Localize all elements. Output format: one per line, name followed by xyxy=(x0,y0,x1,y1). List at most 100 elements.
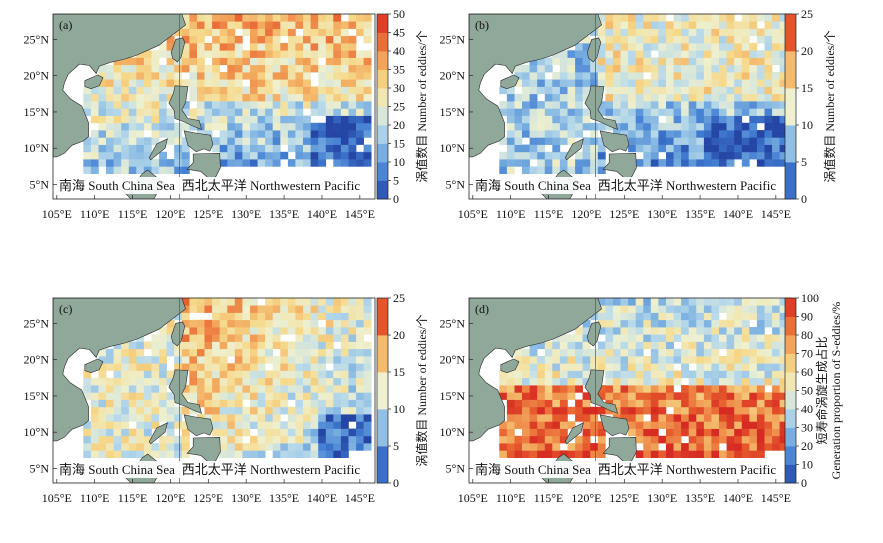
grid-cell xyxy=(506,399,515,408)
grid-cell xyxy=(136,392,145,400)
grid-cell xyxy=(605,392,614,400)
grid-cell xyxy=(197,298,205,306)
grid-cell xyxy=(348,122,357,131)
grid-cell xyxy=(590,406,599,415)
grid-cell xyxy=(628,14,636,22)
grid-cell xyxy=(204,79,213,87)
grid-cell xyxy=(529,399,538,408)
grid-cell xyxy=(666,319,674,328)
grid-cell xyxy=(635,159,644,167)
grid-cell xyxy=(159,385,167,393)
grid-cell xyxy=(726,428,735,437)
grid-cell xyxy=(597,144,606,153)
grid-cell xyxy=(590,151,599,160)
grid-cell xyxy=(756,86,765,95)
grid-cell xyxy=(234,298,243,306)
grid-cell xyxy=(741,93,750,102)
grid-cell xyxy=(749,428,758,437)
grid-cell xyxy=(128,108,137,116)
grid-cell xyxy=(643,370,652,379)
colorbar-tick-label: 10 xyxy=(393,155,405,169)
grid-cell xyxy=(113,137,122,145)
grid-cell xyxy=(242,159,251,167)
grid-cell xyxy=(212,370,220,379)
grid-cell xyxy=(673,130,682,138)
grid-cell xyxy=(628,399,636,408)
grid-cell xyxy=(711,79,720,87)
grid-cell xyxy=(567,370,576,379)
grid-cell xyxy=(128,348,137,357)
grid-cell xyxy=(310,385,319,393)
grid-cell xyxy=(363,341,372,350)
grid-cell xyxy=(552,115,561,124)
grid-cell xyxy=(529,86,538,95)
grid-cell xyxy=(250,86,258,95)
grid-cell xyxy=(537,363,546,371)
grid-cell xyxy=(340,137,349,145)
grid-cell xyxy=(537,435,546,444)
grid-cell xyxy=(772,28,780,37)
grid-cell xyxy=(227,43,236,51)
grid-cell xyxy=(658,122,667,131)
grid-cell xyxy=(666,43,674,51)
grid-cell xyxy=(340,28,349,37)
grid-cell xyxy=(673,356,682,364)
grid-cell xyxy=(219,35,228,44)
grid-cell xyxy=(234,86,243,95)
grid-cell xyxy=(537,130,546,138)
grid-cell xyxy=(106,348,114,357)
grid-cell xyxy=(529,108,538,116)
grid-cell xyxy=(227,348,236,357)
grid-cell xyxy=(250,21,258,29)
grid-cell xyxy=(181,421,190,429)
grid-cell xyxy=(613,14,621,22)
land-mass xyxy=(584,369,618,414)
grid-cell xyxy=(544,406,553,415)
grid-cell xyxy=(280,64,289,73)
grid-cell xyxy=(681,305,689,313)
grid-cell xyxy=(514,414,523,422)
grid-cell xyxy=(635,298,644,306)
grid-cell xyxy=(272,421,281,429)
grid-cell xyxy=(303,72,311,80)
grid-cell xyxy=(635,14,644,22)
colorbar-tick-label: 15 xyxy=(393,365,405,379)
grid-cell xyxy=(764,35,773,44)
grid-cell xyxy=(234,50,243,58)
grid-cell xyxy=(756,363,765,371)
grid-cell xyxy=(681,144,689,153)
grid-cell xyxy=(620,363,629,371)
grid-cell xyxy=(356,312,364,321)
grid-cell xyxy=(272,64,281,73)
grid-cell xyxy=(287,385,296,393)
grid-cell xyxy=(219,435,228,444)
grid-cell xyxy=(83,421,92,429)
grid-cell xyxy=(174,348,183,357)
grid-cell xyxy=(348,377,357,386)
grid-cell xyxy=(597,28,606,37)
grid-cell xyxy=(703,443,712,451)
grid-cell xyxy=(151,101,160,109)
grid-cell xyxy=(265,435,273,444)
grid-cell xyxy=(242,312,251,321)
grid-cell xyxy=(756,334,765,342)
grid-cell xyxy=(325,64,334,73)
grid-cell xyxy=(658,327,667,335)
grid-cell xyxy=(340,50,349,58)
grid-cell xyxy=(582,377,591,386)
grid-cell xyxy=(559,399,568,408)
grid-cell xyxy=(635,385,644,393)
grid-cell xyxy=(537,72,546,80)
grid-cell xyxy=(295,35,304,44)
grid-cell xyxy=(643,151,652,160)
grid-cell xyxy=(673,122,682,131)
grid-cell xyxy=(529,370,538,379)
grid-cell xyxy=(333,348,342,357)
grid-cell xyxy=(325,50,334,58)
grid-cell xyxy=(741,21,750,29)
colorbar-segment xyxy=(377,88,388,107)
grid-cell xyxy=(605,327,614,335)
grid-cell xyxy=(303,392,311,400)
grid-cell xyxy=(696,450,705,458)
grid-cell xyxy=(650,450,659,458)
